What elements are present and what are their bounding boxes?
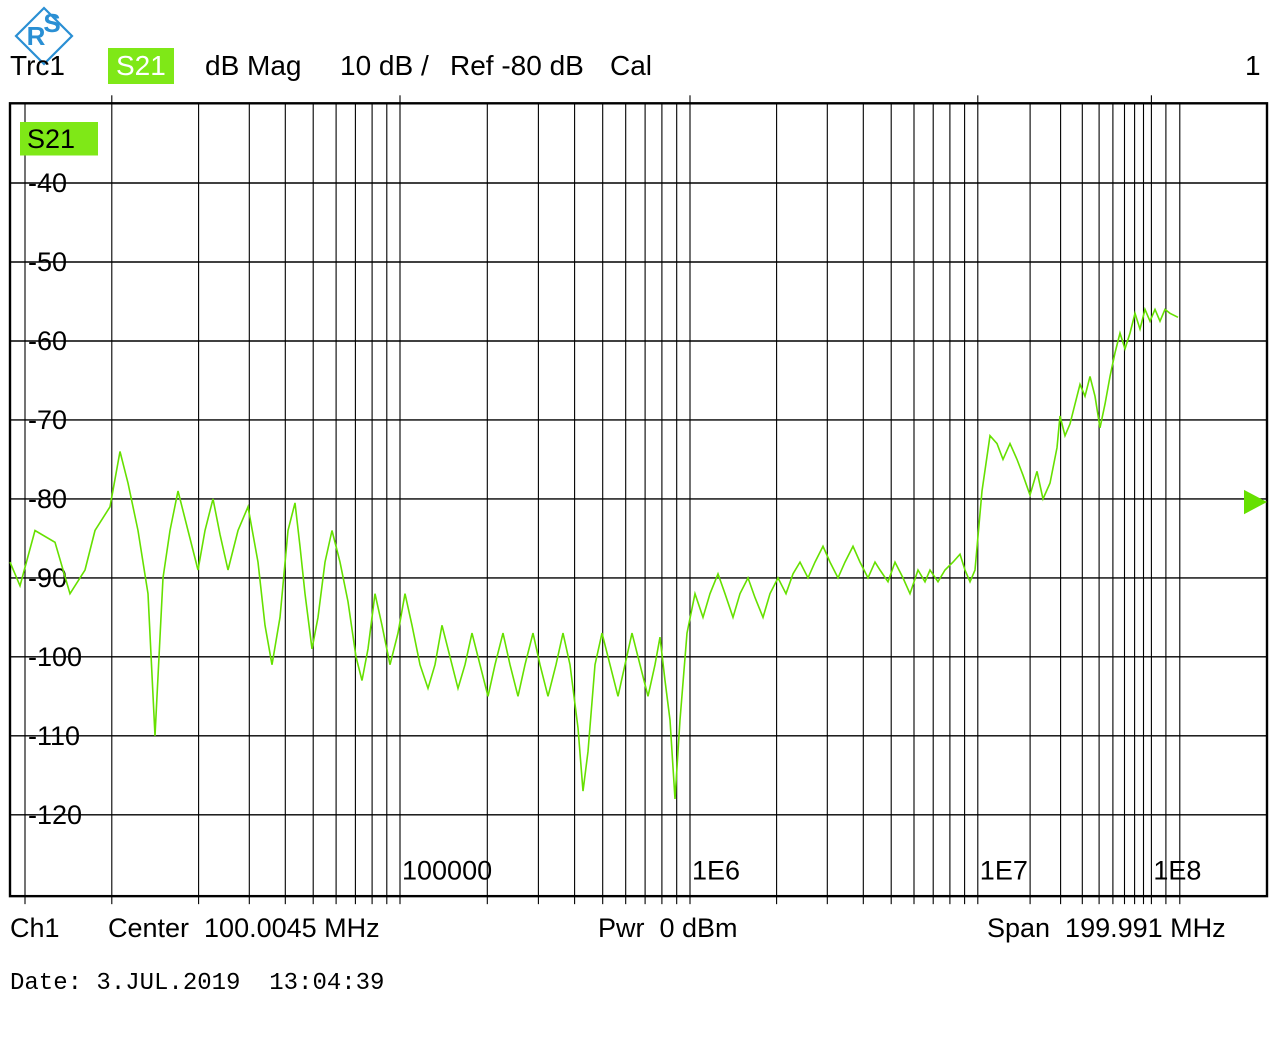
svg-text:100000: 100000	[402, 855, 492, 885]
svg-text:-70: -70	[28, 405, 67, 435]
svg-text:-110: -110	[28, 721, 80, 751]
svg-text:-100: -100	[28, 642, 82, 672]
svg-text:-120: -120	[28, 800, 82, 830]
svg-text:-50: -50	[28, 247, 67, 277]
svg-text:1E8: 1E8	[1153, 855, 1201, 885]
svg-text:-80: -80	[28, 484, 67, 514]
svg-text:1E6: 1E6	[692, 855, 740, 885]
svg-text:-40: -40	[28, 168, 67, 198]
svg-text:1E7: 1E7	[980, 855, 1028, 885]
svg-text:-90: -90	[28, 563, 67, 593]
svg-text:-60: -60	[28, 326, 67, 356]
svg-text:S21: S21	[27, 124, 75, 154]
